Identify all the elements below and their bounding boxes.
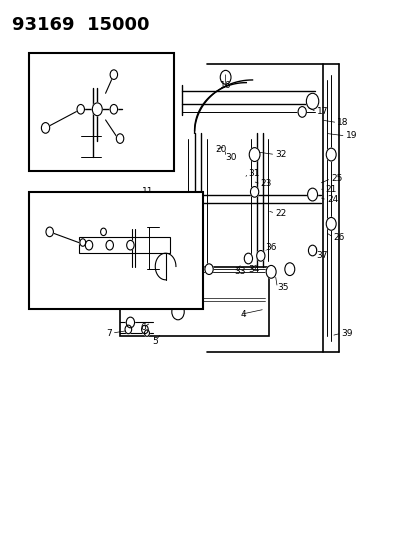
Bar (29, 192, 202, 309)
Text: 32: 32 (275, 150, 286, 159)
Circle shape (144, 330, 149, 336)
Text: 27: 27 (163, 268, 174, 276)
Circle shape (80, 239, 85, 246)
Text: 30: 30 (225, 153, 237, 161)
Text: 26: 26 (332, 233, 344, 241)
Text: 24: 24 (326, 196, 337, 204)
Circle shape (193, 262, 199, 271)
Circle shape (92, 103, 102, 116)
Text: 8: 8 (142, 228, 147, 236)
Text: 14: 14 (91, 140, 103, 148)
Circle shape (204, 264, 213, 274)
Text: 31: 31 (248, 169, 259, 177)
Text: 2: 2 (73, 281, 78, 289)
Circle shape (116, 134, 123, 143)
Text: 36: 36 (264, 244, 276, 252)
Bar (29, 53, 173, 171)
Text: 28: 28 (140, 257, 151, 265)
Circle shape (266, 265, 275, 278)
Text: 20: 20 (215, 145, 226, 154)
Circle shape (126, 240, 134, 250)
Text: 4: 4 (240, 310, 245, 319)
Text: 16: 16 (219, 81, 231, 90)
Text: 35: 35 (277, 284, 288, 292)
Circle shape (126, 269, 134, 280)
Text: 5: 5 (152, 337, 158, 345)
Text: 39: 39 (341, 329, 352, 337)
Text: 7: 7 (106, 329, 112, 337)
Text: 40: 40 (192, 270, 203, 279)
Circle shape (171, 280, 184, 296)
Text: 21: 21 (324, 185, 335, 193)
Circle shape (250, 187, 258, 197)
Circle shape (256, 251, 264, 261)
Text: 23: 23 (260, 180, 271, 188)
Text: 17: 17 (316, 108, 328, 116)
Text: 34: 34 (248, 265, 259, 273)
Text: 29: 29 (144, 276, 155, 284)
Circle shape (307, 188, 317, 201)
Text: 38: 38 (46, 221, 58, 229)
Text: 15: 15 (95, 110, 107, 119)
Circle shape (126, 317, 134, 328)
Text: 11: 11 (141, 188, 153, 196)
Text: 37: 37 (316, 252, 328, 260)
Circle shape (306, 93, 318, 109)
Text: 1: 1 (128, 260, 134, 268)
Circle shape (126, 293, 134, 304)
Circle shape (297, 107, 306, 117)
Circle shape (100, 228, 106, 236)
Text: 19: 19 (345, 132, 356, 140)
Circle shape (106, 240, 113, 250)
Circle shape (41, 123, 50, 133)
Text: 33: 33 (233, 268, 245, 276)
Text: 22: 22 (275, 209, 286, 217)
Circle shape (110, 70, 117, 79)
Text: 18: 18 (337, 118, 348, 127)
Circle shape (284, 263, 294, 276)
Circle shape (77, 104, 84, 114)
Text: 3: 3 (52, 297, 58, 305)
Circle shape (125, 325, 131, 334)
Circle shape (110, 104, 117, 114)
Circle shape (220, 70, 230, 84)
Circle shape (308, 245, 316, 256)
Circle shape (325, 148, 335, 161)
Text: 13: 13 (75, 116, 86, 124)
Circle shape (325, 217, 335, 230)
Text: 93169  15000: 93169 15000 (12, 16, 150, 34)
Text: 10: 10 (78, 254, 90, 263)
Circle shape (182, 253, 190, 264)
Text: 25: 25 (330, 174, 342, 183)
Circle shape (85, 240, 93, 250)
Circle shape (46, 227, 53, 237)
Text: 9: 9 (165, 233, 171, 241)
Circle shape (244, 253, 252, 264)
Text: 6: 6 (140, 324, 145, 332)
Circle shape (186, 264, 194, 274)
Circle shape (141, 325, 148, 334)
Text: 12: 12 (38, 134, 50, 143)
Circle shape (249, 148, 259, 161)
Circle shape (171, 304, 184, 320)
